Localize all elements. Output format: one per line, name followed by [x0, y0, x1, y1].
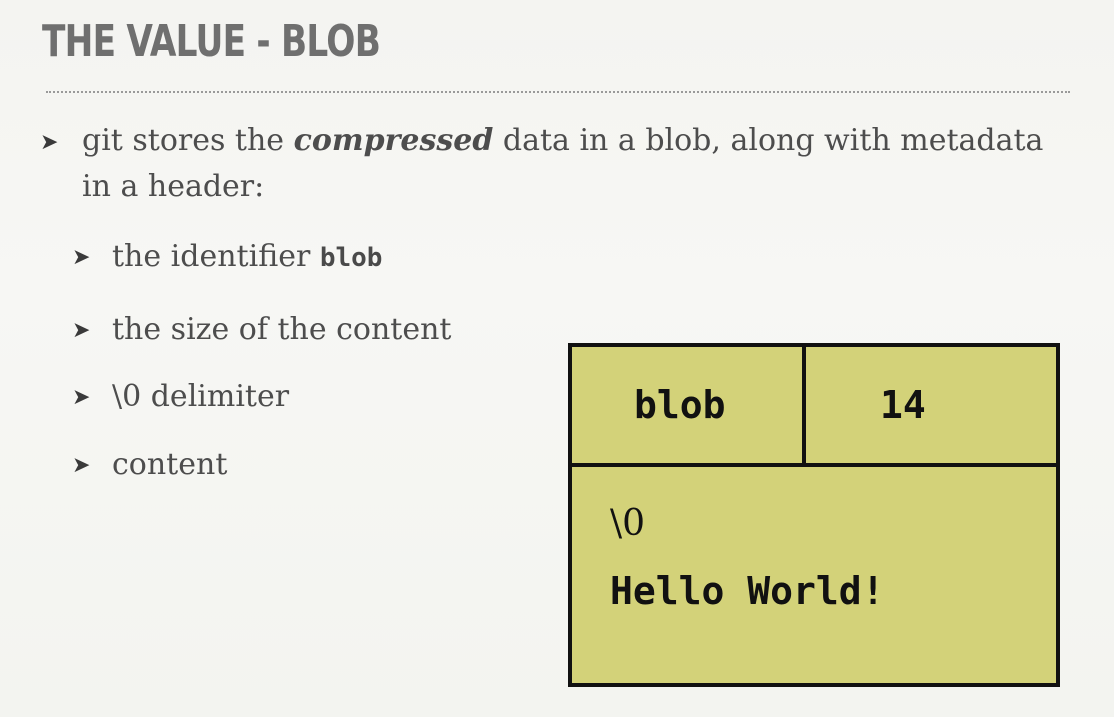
sub-bullet-identifier-text: the identifier: [112, 239, 320, 274]
blob-structure-diagram: blob 14 \0 Hello World!: [568, 343, 1060, 687]
blob-delimiter-label: \0: [610, 503, 646, 544]
blob-type-cell: blob: [568, 343, 806, 467]
sub-bullet-arrow-icon: ➤: [72, 318, 91, 343]
sub-bullet-size: the size of the content: [112, 312, 452, 347]
sub-bullet-identifier-code: blob: [319, 243, 383, 273]
blob-content-cell: \0 Hello World!: [568, 463, 1060, 687]
sub-bullet-identifier: the identifier blob: [112, 234, 382, 281]
bullet-main-emphasis: compressed: [293, 123, 494, 158]
bullet-main-text-pre: git stores the: [82, 123, 294, 158]
bullet-arrow-icon: ➤: [40, 130, 59, 155]
blob-size-cell: 14: [802, 343, 1060, 467]
slide-title: THE VALUE - BLOB: [42, 16, 381, 67]
sub-bullet-arrow-icon: ➤: [72, 245, 91, 270]
sub-bullet-arrow-icon: ➤: [72, 385, 91, 410]
bullet-main-text-post: data in a blob, along with metadata in a…: [82, 123, 1044, 204]
sub-bullet-arrow-icon: ➤: [72, 453, 91, 478]
blob-type-label: blob: [634, 383, 726, 427]
blob-size-label: 14: [880, 383, 926, 427]
title-divider: [46, 91, 1070, 93]
blob-content-label: Hello World!: [610, 569, 885, 613]
bullet-main: git stores the compressed data in a blob…: [82, 118, 1072, 210]
sub-bullet-delimiter: \0 delimiter: [112, 379, 290, 414]
sub-bullet-content: content: [112, 447, 228, 482]
